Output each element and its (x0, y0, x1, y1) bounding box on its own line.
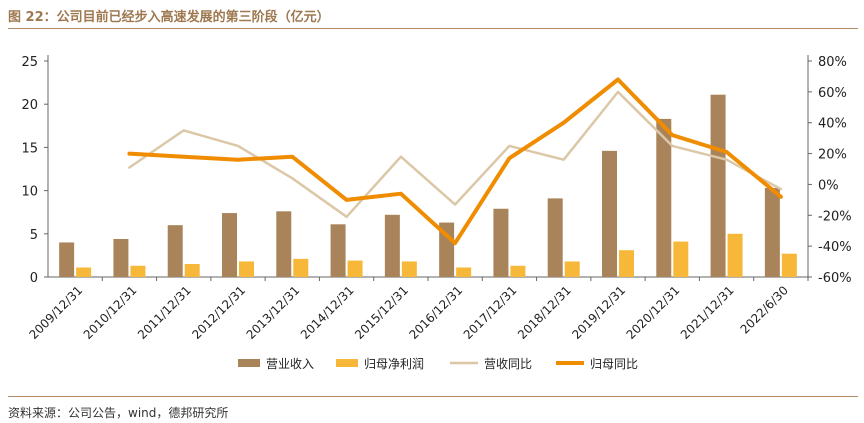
y-right-tick-label: 80% (818, 55, 847, 70)
revenue-bar (384, 214, 400, 277)
y-right-tick-label: 0% (818, 178, 839, 193)
y-left-tick-label: 20 (21, 98, 38, 113)
y-right-tick-label: -20% (818, 209, 852, 224)
net-profit-bar (347, 260, 363, 277)
revenue-bar (113, 238, 129, 277)
bottom-rule (8, 396, 858, 397)
y-right-tick-label: -40% (818, 240, 852, 255)
y-left-tick-label: 25 (21, 55, 38, 70)
net-profit-bar (293, 258, 309, 277)
x-tick-label: 2009/12/31 (26, 283, 85, 342)
legend-swatch (238, 359, 260, 367)
revenue-bar (764, 188, 780, 277)
x-tick-label: 2019/12/31 (569, 283, 628, 342)
profit-yoy-line (127, 77, 783, 246)
net-profit-bar (130, 265, 146, 277)
net-profit-bar (401, 261, 417, 277)
net-profit-bar (510, 265, 526, 277)
x-tick-label: 2022/6/30 (738, 283, 791, 336)
revenue-bar (330, 224, 346, 277)
x-tick-label: 2010/12/31 (81, 283, 140, 342)
legend-swatch (336, 359, 358, 367)
net-profit-bar (727, 233, 743, 277)
x-tick-label: 2012/12/31 (189, 283, 248, 342)
axes: 0 5 10 15 20 25 -60% -40% -20% 0% 20% 40% 60% 80% 2009… (21, 55, 852, 342)
net-profit-bar (456, 267, 472, 277)
x-tick-label: 2021/12/31 (678, 283, 737, 342)
x-tick-label: 2018/12/31 (515, 283, 574, 342)
net-profit-bar (239, 261, 254, 277)
net-profit-bar (673, 241, 689, 277)
legend-label: 营业收入 (266, 357, 314, 371)
revenue-bar (547, 198, 563, 277)
legend-label: 归母同比 (590, 357, 638, 371)
revenue-bar (710, 94, 726, 277)
net-profit-bar (184, 264, 200, 277)
revenue-bar (222, 213, 237, 277)
lines (127, 77, 783, 246)
revenue-bar (493, 208, 509, 277)
y-right-tick-label: -60% (818, 271, 852, 286)
figure-title: 图 22：公司目前已经步入高速发展的第三阶段（亿元） (8, 10, 330, 25)
x-tick-label: 2020/12/31 (624, 283, 683, 342)
net-profit-bar (781, 253, 797, 277)
x-tick-label: 2015/12/31 (352, 283, 411, 342)
top-rule (8, 28, 858, 29)
bars (59, 94, 797, 277)
revenue-bar (59, 242, 75, 277)
legend-label: 归母净利润 (364, 357, 424, 371)
y-left-tick-label: 5 (30, 228, 38, 243)
x-tick-label: 2014/12/31 (298, 283, 357, 342)
net-profit-bar (76, 267, 92, 277)
x-tick-label: 2016/12/31 (406, 283, 465, 342)
y-right-tick-label: 40% (818, 117, 847, 132)
x-tick-label: 2017/12/31 (461, 283, 520, 342)
revenue-bar (656, 118, 672, 277)
x-tick-label: 2011/12/31 (135, 283, 194, 342)
y-left-tick-label: 10 (21, 185, 38, 200)
y-left-tick-label: 15 (21, 141, 38, 156)
revenue-bar (276, 211, 292, 277)
y-left-tick-label: 0 (30, 271, 38, 286)
source-note: 资料来源：公司公告，wind，德邦研究所 (8, 406, 229, 420)
legend-label: 营收同比 (484, 357, 532, 371)
revenue-yoy-line (128, 90, 783, 219)
y-right-tick-label: 60% (818, 86, 847, 101)
y-right-tick-label: 20% (818, 148, 847, 163)
x-tick-label: 2013/12/31 (244, 283, 303, 342)
revenue-bar (602, 150, 617, 277)
net-profit-bar (619, 250, 634, 277)
net-profit-bar (564, 261, 580, 277)
revenue-bar (167, 225, 183, 277)
legend: 营业收入 归母净利润 营收同比 归母同比 (238, 357, 638, 371)
